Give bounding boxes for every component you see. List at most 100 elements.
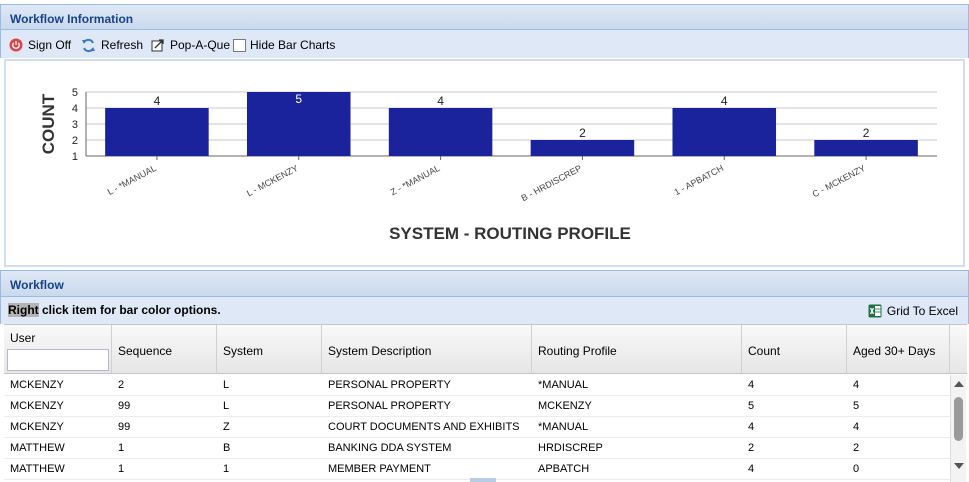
y-tick-label: 3 (72, 119, 78, 131)
x-tick-label: B - HRDISCREP (519, 163, 583, 203)
refresh-icon (82, 38, 95, 52)
x-tick-label: 1 - APBATCH (672, 163, 725, 197)
table-cell: *MANUAL (538, 379, 589, 391)
sign-off-label: Sign Off (28, 38, 72, 52)
bar (105, 108, 209, 156)
table-cell: PERSONAL PROPERTY (328, 379, 451, 391)
checkbox-box[interactable] (233, 38, 246, 52)
table-cell: 0 (853, 463, 860, 475)
x-tick-label: L - *MANUAL (106, 163, 158, 197)
table-cell: 1 (118, 442, 125, 454)
excel-icon (868, 304, 882, 318)
column-header-routing-profile[interactable]: Routing Profile (532, 325, 742, 374)
table-cell: 5 (853, 400, 860, 412)
table-cell: MCKENZY (10, 421, 64, 433)
table-cell: 5 (748, 400, 755, 412)
table-row[interactable]: MCKENZY 99 L PERSONAL PROPERTY MCKENZY 5 5 (4, 396, 950, 417)
table-cell: L (223, 379, 230, 391)
hint-text: click item for bar color options. (38, 303, 221, 317)
table-row[interactable]: MCKENZY 99 Z COURT DOCUMENTS AND EXHIBITS *M… (4, 417, 950, 438)
x-tick-label: Z - *MANUAL (389, 163, 442, 197)
pop-a-que-label: Pop-A-Que (170, 38, 231, 52)
table-cell: MCKENZY (538, 400, 592, 412)
table-cell: Z (223, 421, 230, 433)
data-label: 2 (863, 126, 870, 140)
toolbar: Sign Off Refresh Pop-A-Que Hide Bar Char… (0, 30, 969, 58)
data-label: 4 (721, 94, 728, 108)
bar (246, 92, 351, 156)
grid-body: MCKENZY 2 L PERSONAL PROPERTY *MANUAL 4 4 MCKEN… (4, 375, 950, 482)
table-cell: PERSONAL PROPERTY (328, 400, 451, 412)
column-header-sequence[interactable]: Sequence (112, 325, 217, 374)
data-label: 2 (579, 126, 586, 140)
grid-to-excel-label: Grid To Excel (886, 304, 958, 318)
bar-chart: 1 2 3 4 5 4 L - *MANUAL 5 L - MCKENZY 4 Z - *MANUA… (4, 59, 965, 267)
table-cell: 4 (748, 463, 755, 475)
y-axis-title: COUNT (39, 93, 58, 154)
hide-bar-charts-checkbox[interactable]: Hide Bar Charts (233, 37, 335, 53)
table-cell: BANKING DDA SYSTEM (328, 442, 452, 454)
bar (530, 140, 635, 156)
table-cell: L (223, 400, 230, 412)
y-tick-label: 1 (72, 151, 78, 163)
y-tick-label: 5 (72, 87, 78, 99)
data-label: 5 (295, 92, 302, 106)
column-header-system-description[interactable]: System Description (322, 325, 532, 374)
table-row[interactable]: MATTHEW 1 B BANKING DDA SYSTEM HRDISCREP 2 2 (4, 438, 950, 459)
table-cell: APBATCH (538, 463, 590, 475)
refresh-button[interactable]: Refresh (81, 37, 143, 53)
panel-resize-handle[interactable] (470, 478, 496, 482)
table-cell: 1 (118, 463, 125, 475)
table-cell: 2 (118, 379, 125, 391)
table-cell: *MANUAL (538, 421, 589, 433)
table-cell: 4 (853, 379, 860, 391)
table-cell: MCKENZY (10, 379, 64, 391)
y-tick-label: 2 (72, 135, 78, 147)
hide-bar-charts-label: Hide Bar Charts (250, 38, 336, 52)
table-cell: HRDISCREP (538, 442, 603, 454)
bar-color-hint: Right click item for bar color options. (8, 303, 221, 317)
column-header-count[interactable]: Count (742, 325, 847, 374)
table-cell: 99 (118, 400, 131, 412)
workflow-information-header: Workflow Information (0, 4, 969, 30)
scroll-thumb[interactable] (954, 397, 963, 441)
sign-off-button[interactable]: Sign Off (9, 37, 71, 53)
table-cell: MATTHEW (10, 442, 65, 454)
table-cell: MCKENZY (10, 400, 64, 412)
scroll-up-icon[interactable] (954, 381, 964, 387)
bar (672, 108, 777, 156)
column-header-aged-30-days[interactable]: Aged 30+ Days (847, 325, 950, 374)
power-icon (9, 38, 23, 52)
panel-title: Workflow (10, 278, 64, 292)
panel-title: Workflow Information (10, 12, 134, 26)
table-cell: 2 (853, 442, 860, 454)
table-cell: 1 (223, 463, 230, 475)
grid-toolbar: Right click item for bar color options. … (0, 297, 969, 324)
table-cell: 4 (853, 421, 860, 433)
table-cell: MATTHEW (10, 463, 65, 475)
bar (814, 140, 918, 156)
x-tick-label: L - MCKENZY (245, 163, 300, 198)
hint-highlight: Right (8, 303, 39, 317)
column-header-system[interactable]: System (217, 325, 322, 374)
table-cell: MEMBER PAYMENT (328, 463, 431, 475)
refresh-label: Refresh (101, 38, 144, 52)
data-label: 4 (437, 94, 444, 108)
table-cell: 2 (748, 442, 755, 454)
bar (388, 108, 493, 156)
data-label: 4 (154, 94, 161, 108)
grid-scrollbar[interactable] (950, 375, 966, 482)
pop-a-que-button[interactable]: Pop-A-Que (151, 37, 230, 53)
table-row[interactable]: MATTHEW 1 1 MEMBER PAYMENT APBATCH 4 0 (4, 459, 950, 480)
table-cell: 99 (118, 421, 131, 433)
workflow-header: Workflow (0, 270, 969, 297)
table-cell: COURT DOCUMENTS AND EXHIBITS (328, 421, 520, 433)
table-cell: B (223, 442, 231, 454)
grid-to-excel-button[interactable]: Grid To Excel (868, 304, 958, 318)
pop-out-icon (151, 39, 164, 52)
column-header-user[interactable]: User (4, 325, 112, 374)
table-row[interactable]: MCKENZY 2 L PERSONAL PROPERTY *MANUAL 4 4 (4, 375, 950, 396)
user-filter-input[interactable] (7, 349, 109, 371)
scroll-down-icon[interactable] (954, 463, 964, 469)
y-tick-label: 4 (72, 103, 78, 115)
